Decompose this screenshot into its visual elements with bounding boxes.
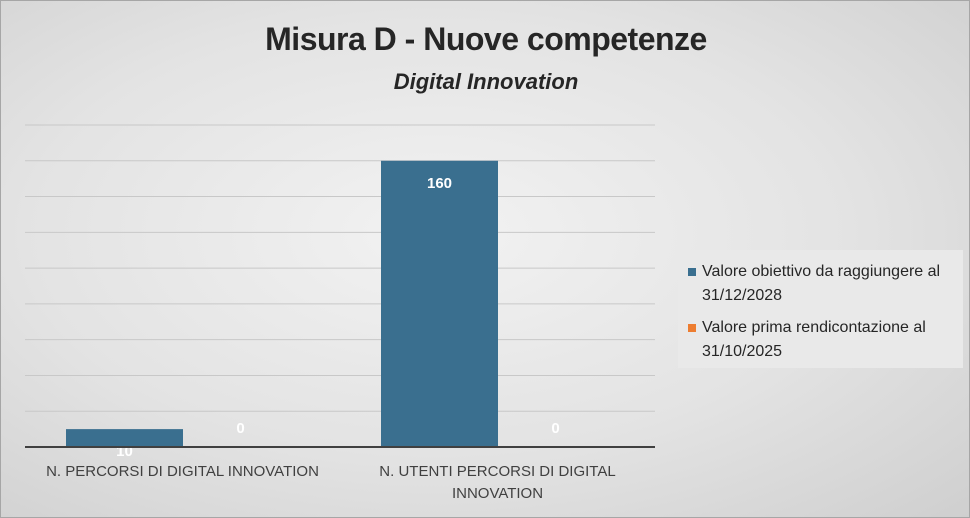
bar-s0-c0 <box>66 429 183 447</box>
chart-title: Misura D - Nuove competenze <box>265 21 707 57</box>
chart-subtitle: Digital Innovation <box>393 69 579 94</box>
legend-label-reporting-line1: Valore prima rendicontazione al <box>702 319 926 336</box>
legend-label-target-line1: Valore obiettivo da raggiungere al <box>702 263 941 280</box>
legend-swatch-reporting <box>688 324 696 332</box>
legend-swatch-target <box>688 268 696 276</box>
legend-label-reporting: Valore prima rendicontazione al 31/10/20… <box>702 316 960 364</box>
data-label-s1-c0: 0 <box>236 420 244 437</box>
data-label-s0-c0: 10 <box>116 443 133 460</box>
category-label-1-line1: INNOVATION <box>452 485 543 502</box>
category-label-1-line0: N. UTENTI PERCORSI DI DIGITAL <box>379 463 615 480</box>
legend-label-target: Valore obiettivo da raggiungere al 31/12… <box>702 260 960 308</box>
data-label-s1-c1: 0 <box>551 420 559 437</box>
legend-label-target-line2: 31/12/2028 <box>702 287 783 304</box>
data-label-s0-c1: 160 <box>427 175 452 192</box>
legend-label-reporting-line2: 31/10/2025 <box>702 343 783 360</box>
category-label-0-line0: N. PERCORSI DI DIGITAL INNOVATION <box>46 463 319 480</box>
chart-legend: Valore obiettivo da raggiungere al 31/12… <box>678 250 963 368</box>
bar-s0-c1 <box>381 160 498 447</box>
